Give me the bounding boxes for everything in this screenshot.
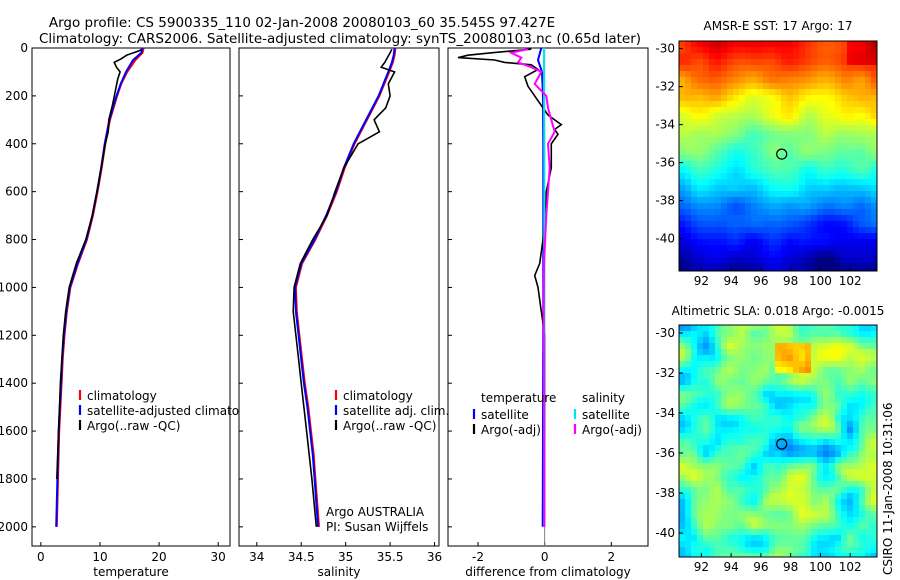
y-tick-label: -40 — [655, 232, 675, 246]
y-tick-label: -32 — [655, 366, 675, 380]
x-tick-label: 102 — [839, 560, 862, 574]
x-tick-label: 0 — [541, 550, 549, 564]
x-tick-label: 0 — [37, 550, 45, 564]
x-tick-label: 92 — [694, 560, 709, 574]
temperature-profile-panel: 0 10 20 30 0 200 400 600 800 1000 1200 1400 1600 1800… — [0, 41, 265, 579]
salinity-xlabel: salinity — [317, 565, 360, 579]
x-tick-label: 92 — [694, 274, 709, 288]
y-tick-label: 0 — [20, 41, 28, 55]
difference-xlabel: difference from climatology — [465, 565, 631, 579]
x-tick-label: 30 — [211, 550, 226, 564]
y-tick-label: -36 — [655, 156, 675, 170]
legend-label: satellite — [582, 408, 630, 422]
x-tick-label: 100 — [809, 560, 832, 574]
sst_map-title: AMSR-E SST: 17 Argo: 17 — [704, 19, 853, 33]
sst_map-cells — [679, 41, 878, 272]
x-tick-label: 20 — [151, 550, 166, 564]
salinity-profile-panel: 34 34.5 35 35.5 36 salinity climatologysatelli… — [238, 47, 449, 579]
legend-label: satellite-adjusted climatology — [87, 404, 265, 418]
x-tick-label: 34.5 — [288, 550, 315, 564]
legend-title-temperature: temperature — [481, 391, 556, 405]
y-tick-label: -40 — [655, 526, 675, 540]
x-tick-label: 94 — [723, 560, 738, 574]
header-line-2: Climatology: CARS2006. Satellite-adjuste… — [39, 31, 641, 47]
argo-float-marker — [776, 148, 788, 160]
temperature-axes-frame — [31, 47, 231, 547]
x-tick-label: 102 — [839, 274, 862, 288]
legend-label: Argo(-adj) — [481, 423, 541, 437]
y-tick-label: -38 — [655, 194, 675, 208]
temperature-series-argo-line — [56, 48, 142, 480]
y-tick-label: -30 — [655, 42, 675, 56]
salinity-series-argo-line — [292, 48, 396, 527]
legend-title-salinity: salinity — [582, 391, 625, 405]
difference-axes-frame — [447, 47, 649, 547]
y-tick-label: 1800 — [0, 472, 28, 486]
x-tick-label: 96 — [753, 560, 768, 574]
credit-line-2: PI: Susan Wijffels — [326, 520, 428, 534]
credit-line-1: Argo AUSTRALIA — [326, 505, 425, 519]
y-tick-label: 400 — [5, 137, 28, 151]
x-tick-label: 34 — [249, 550, 264, 564]
x-tick-label: 98 — [783, 274, 798, 288]
y-tick-label: 2000 — [0, 520, 28, 534]
y-tick-label: -30 — [655, 326, 675, 340]
argo-float-marker — [776, 438, 788, 450]
legend-label: satellite — [481, 408, 529, 422]
legend-label: climatology — [343, 389, 413, 403]
x-tick-label: -2 — [472, 550, 484, 564]
y-tick-label: 1200 — [0, 328, 28, 342]
x-tick-label: 10 — [92, 550, 107, 564]
y-tick-label: 600 — [5, 185, 28, 199]
y-tick-label: 1400 — [0, 376, 28, 390]
header-line-1: Argo profile: CS 5900335_110 02-Jan-2008… — [49, 15, 555, 31]
y-tick-label: 1000 — [0, 280, 28, 294]
y-tick-label: -32 — [655, 80, 675, 94]
x-tick-label: 2 — [608, 550, 616, 564]
y-tick-label: -34 — [655, 406, 675, 420]
difference-series-argo_diff-line — [508, 48, 556, 527]
sla_map-title: Altimetric SLA: 0.018 Argo: -0.0015 — [672, 304, 885, 318]
sst_map-frame — [678, 40, 878, 272]
y-tick-label: -34 — [655, 118, 675, 132]
x-tick-label: 35 — [338, 550, 353, 564]
y-tick-label: -38 — [655, 486, 675, 500]
legend-label: climatology — [87, 389, 157, 403]
y-tick-label: 1600 — [0, 424, 28, 438]
y-tick-label: 800 — [5, 233, 28, 247]
sst-map-panel: AMSR-E SST: 17 Argo: 17 92 94 96 98 100 102 -30… — [655, 19, 878, 288]
legend-label: Argo(-adj) — [582, 423, 642, 437]
x-tick-label: 98 — [783, 560, 798, 574]
sla-map-panel: Altimetric SLA: 0.018 Argo: -0.0015 92 94 9… — [655, 304, 884, 574]
x-tick-label: 94 — [723, 274, 738, 288]
legend-label: satellite adj. clim. — [343, 404, 449, 418]
temperature-xlabel: temperature — [93, 565, 168, 579]
x-tick-label: 100 — [809, 274, 832, 288]
sla_map-frame — [678, 324, 878, 558]
x-tick-label: 36 — [427, 550, 442, 564]
x-tick-label: 96 — [753, 274, 768, 288]
legend-label: Argo(..raw -QC) — [87, 419, 180, 433]
salinity-axes-frame — [238, 47, 440, 547]
x-tick-label: 35.5 — [377, 550, 404, 564]
timestamp-stamp: CSIRO 11-Jan-2008 10:31:06 — [881, 403, 895, 575]
sla_map-cells — [679, 325, 878, 558]
y-tick-label: -36 — [655, 446, 675, 460]
y-tick-label: 200 — [5, 89, 28, 103]
legend-label: Argo(..raw -QC) — [343, 419, 436, 433]
